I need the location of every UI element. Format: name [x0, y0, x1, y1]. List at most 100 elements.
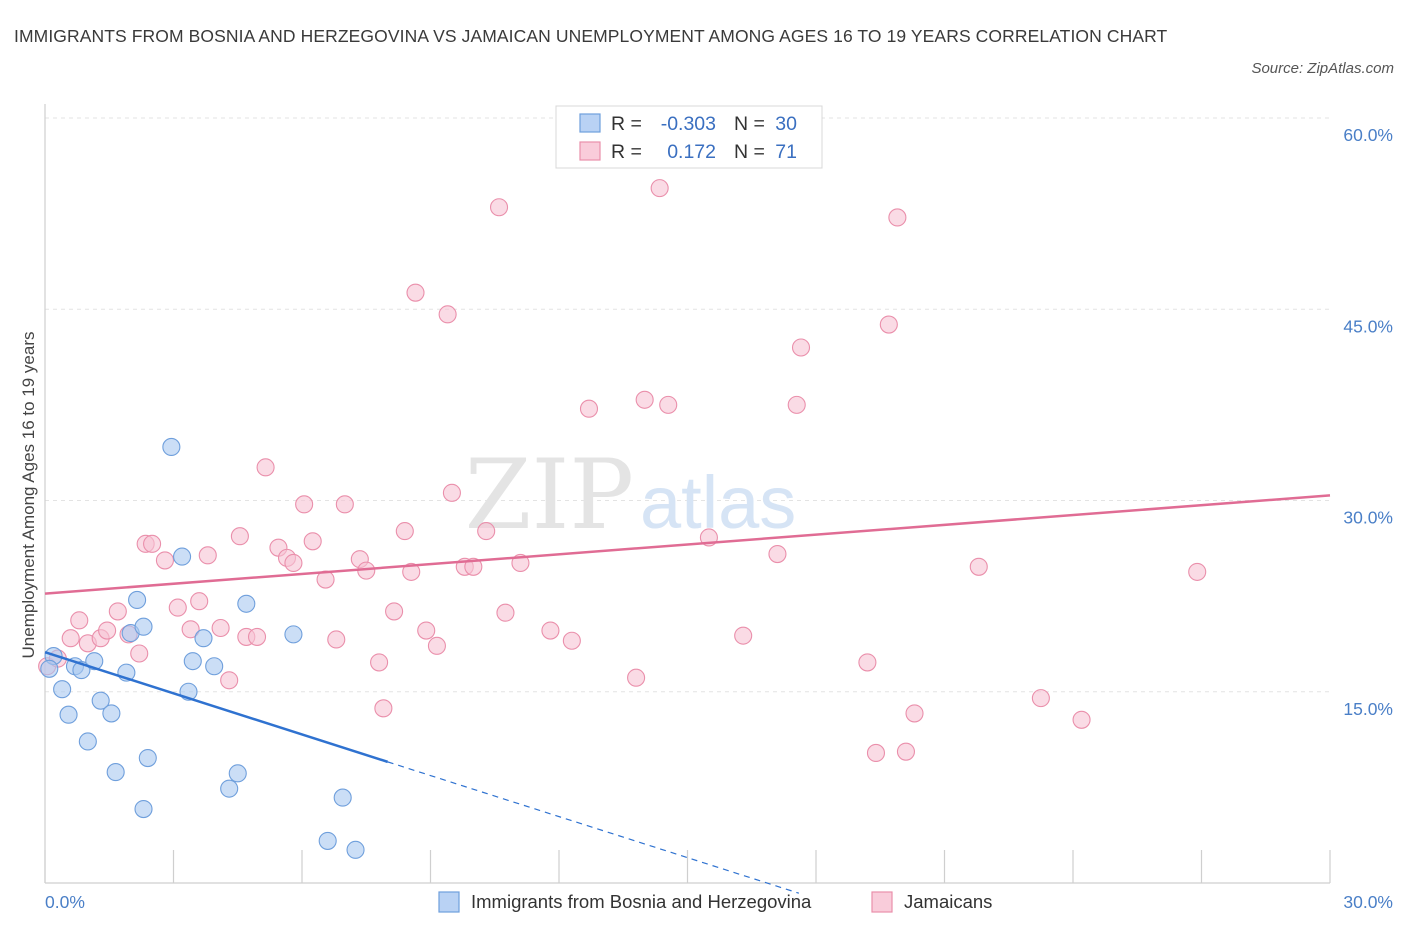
y-tick-label: 45.0%	[1343, 316, 1393, 336]
jamaicans-point	[464, 557, 483, 576]
jamaicans-point	[442, 483, 461, 502]
bosnia-point	[53, 680, 72, 699]
watermark-atlas: atlas	[640, 461, 796, 544]
legend-r-value-1: -0.303	[661, 113, 716, 135]
legend-r-label-1: R =	[611, 113, 642, 135]
trend-lines	[44, 494, 1331, 894]
bottom-legend-label-bosnia: Immigrants from Bosnia and Herzegovina	[471, 891, 812, 912]
bosnia-point	[237, 594, 256, 613]
jamaicans-point	[247, 627, 267, 646]
jamaicans-point	[211, 618, 230, 638]
x-tick-label: 0.0%	[45, 892, 85, 912]
source-credit: Source: ZipAtlas.com	[1251, 60, 1394, 77]
bosnia-trend-extension	[387, 761, 800, 894]
jamaicans-point	[155, 551, 174, 570]
bosnia-points	[40, 437, 365, 859]
jamaicans-point	[1031, 689, 1050, 708]
x-tick-label: 30.0%	[1343, 892, 1393, 912]
jamaicans-point	[541, 621, 560, 640]
jamaicans-point	[198, 546, 217, 565]
jamaicans-point	[303, 532, 322, 551]
jamaicans-point	[791, 338, 811, 357]
jamaicans-point	[905, 704, 924, 723]
jamaicans-point	[1072, 710, 1091, 729]
jamaicans-point	[969, 557, 988, 576]
jamaicans-point	[181, 620, 200, 639]
jamaicans-point	[496, 603, 515, 622]
bosnia-point	[220, 779, 239, 798]
chart-title: IMMIGRANTS FROM BOSNIA AND HERZEGOVINA V…	[14, 26, 1168, 46]
jamaicans-points	[38, 179, 1207, 763]
bosnia-point	[102, 704, 121, 723]
jamaicans-point	[734, 626, 753, 645]
bottom-legend-label-jamaicans: Jamaicans	[904, 891, 992, 912]
jamaicans-point	[370, 653, 389, 672]
bosnia-point	[346, 840, 365, 859]
bottom-legend-swatch-bosnia	[438, 891, 460, 913]
jamaicans-point	[335, 495, 354, 514]
legend-swatch-jamaicans	[579, 141, 601, 161]
legend-box: R = -0.303 N = 30 R = 0.172 N = 71	[555, 105, 823, 169]
bosnia-point	[162, 437, 181, 457]
jamaicans-point	[374, 699, 393, 718]
y-tick-label: 60.0%	[1343, 125, 1393, 145]
bosnia-point	[40, 659, 59, 678]
jamaicans-point	[787, 395, 806, 414]
jamaicans-point	[406, 283, 425, 302]
jamaicans-point	[143, 534, 162, 553]
jamaicans-point	[417, 621, 436, 640]
y-tick-label: 30.0%	[1343, 508, 1393, 528]
bosnia-point	[228, 764, 247, 783]
bosnia-point	[91, 691, 110, 710]
jamaicans-point	[879, 315, 898, 334]
jamaicans-point	[768, 544, 787, 564]
legend-n-label-1: N =	[734, 113, 765, 135]
jamaicans-point	[635, 390, 654, 409]
jamaicans-point	[385, 602, 404, 621]
bosnia-point	[138, 748, 157, 768]
jamaicans-point	[858, 653, 877, 672]
jamaicans-point	[489, 198, 509, 217]
watermark: ZIP atlas	[465, 439, 797, 551]
bosnia-point	[333, 788, 352, 807]
jamaicans-point	[295, 495, 314, 514]
legend-n-value-2: 71	[775, 141, 797, 163]
y-axis-label: Unemployment Among Ages 16 to 19 years	[19, 332, 38, 659]
jamaicans-point	[659, 395, 678, 414]
jamaicans-point	[866, 743, 886, 763]
jamaicans-point	[284, 553, 303, 573]
jamaicans-point	[61, 629, 80, 648]
bottom-legend: Immigrants from Bosnia and Herzegovina J…	[438, 891, 992, 913]
bosnia-point	[128, 590, 147, 610]
bosnia-point	[106, 763, 125, 782]
jamaicans-point	[1188, 562, 1207, 581]
jamaicans-point	[888, 208, 907, 227]
legend-n-label-2: N =	[734, 141, 765, 163]
jamaicans-point	[650, 179, 669, 198]
tick-labels: 15.0% 30.0% 45.0% 60.0% 0.0% 30.0%	[45, 125, 1393, 912]
jamaicans-point	[327, 630, 346, 649]
jamaicans-point	[395, 522, 414, 541]
legend-r-value-2: 0.172	[667, 141, 716, 163]
bosnia-point	[183, 652, 202, 671]
jamaicans-point	[190, 592, 209, 611]
bosnia-point	[205, 657, 224, 676]
jamaicans-point	[562, 631, 581, 650]
jamaicans-point	[230, 527, 249, 546]
legend-r-label-2: R =	[611, 141, 642, 163]
jamaicans-point	[627, 668, 646, 687]
jamaicans-point	[168, 598, 187, 617]
jamaicans-trend-line	[44, 494, 1331, 595]
legend-swatch-bosnia	[579, 113, 601, 133]
jamaicans-point	[402, 562, 421, 581]
bosnia-point	[318, 831, 337, 850]
bosnia-point	[194, 629, 213, 648]
bosnia-point	[134, 617, 153, 636]
jamaicans-point	[220, 671, 239, 690]
y-tick-label: 15.0%	[1343, 699, 1393, 719]
jamaicans-point	[579, 399, 599, 418]
bosnia-point	[134, 799, 153, 819]
jamaicans-point	[108, 602, 127, 621]
jamaicans-point	[70, 611, 89, 630]
jamaicans-point	[130, 644, 149, 663]
